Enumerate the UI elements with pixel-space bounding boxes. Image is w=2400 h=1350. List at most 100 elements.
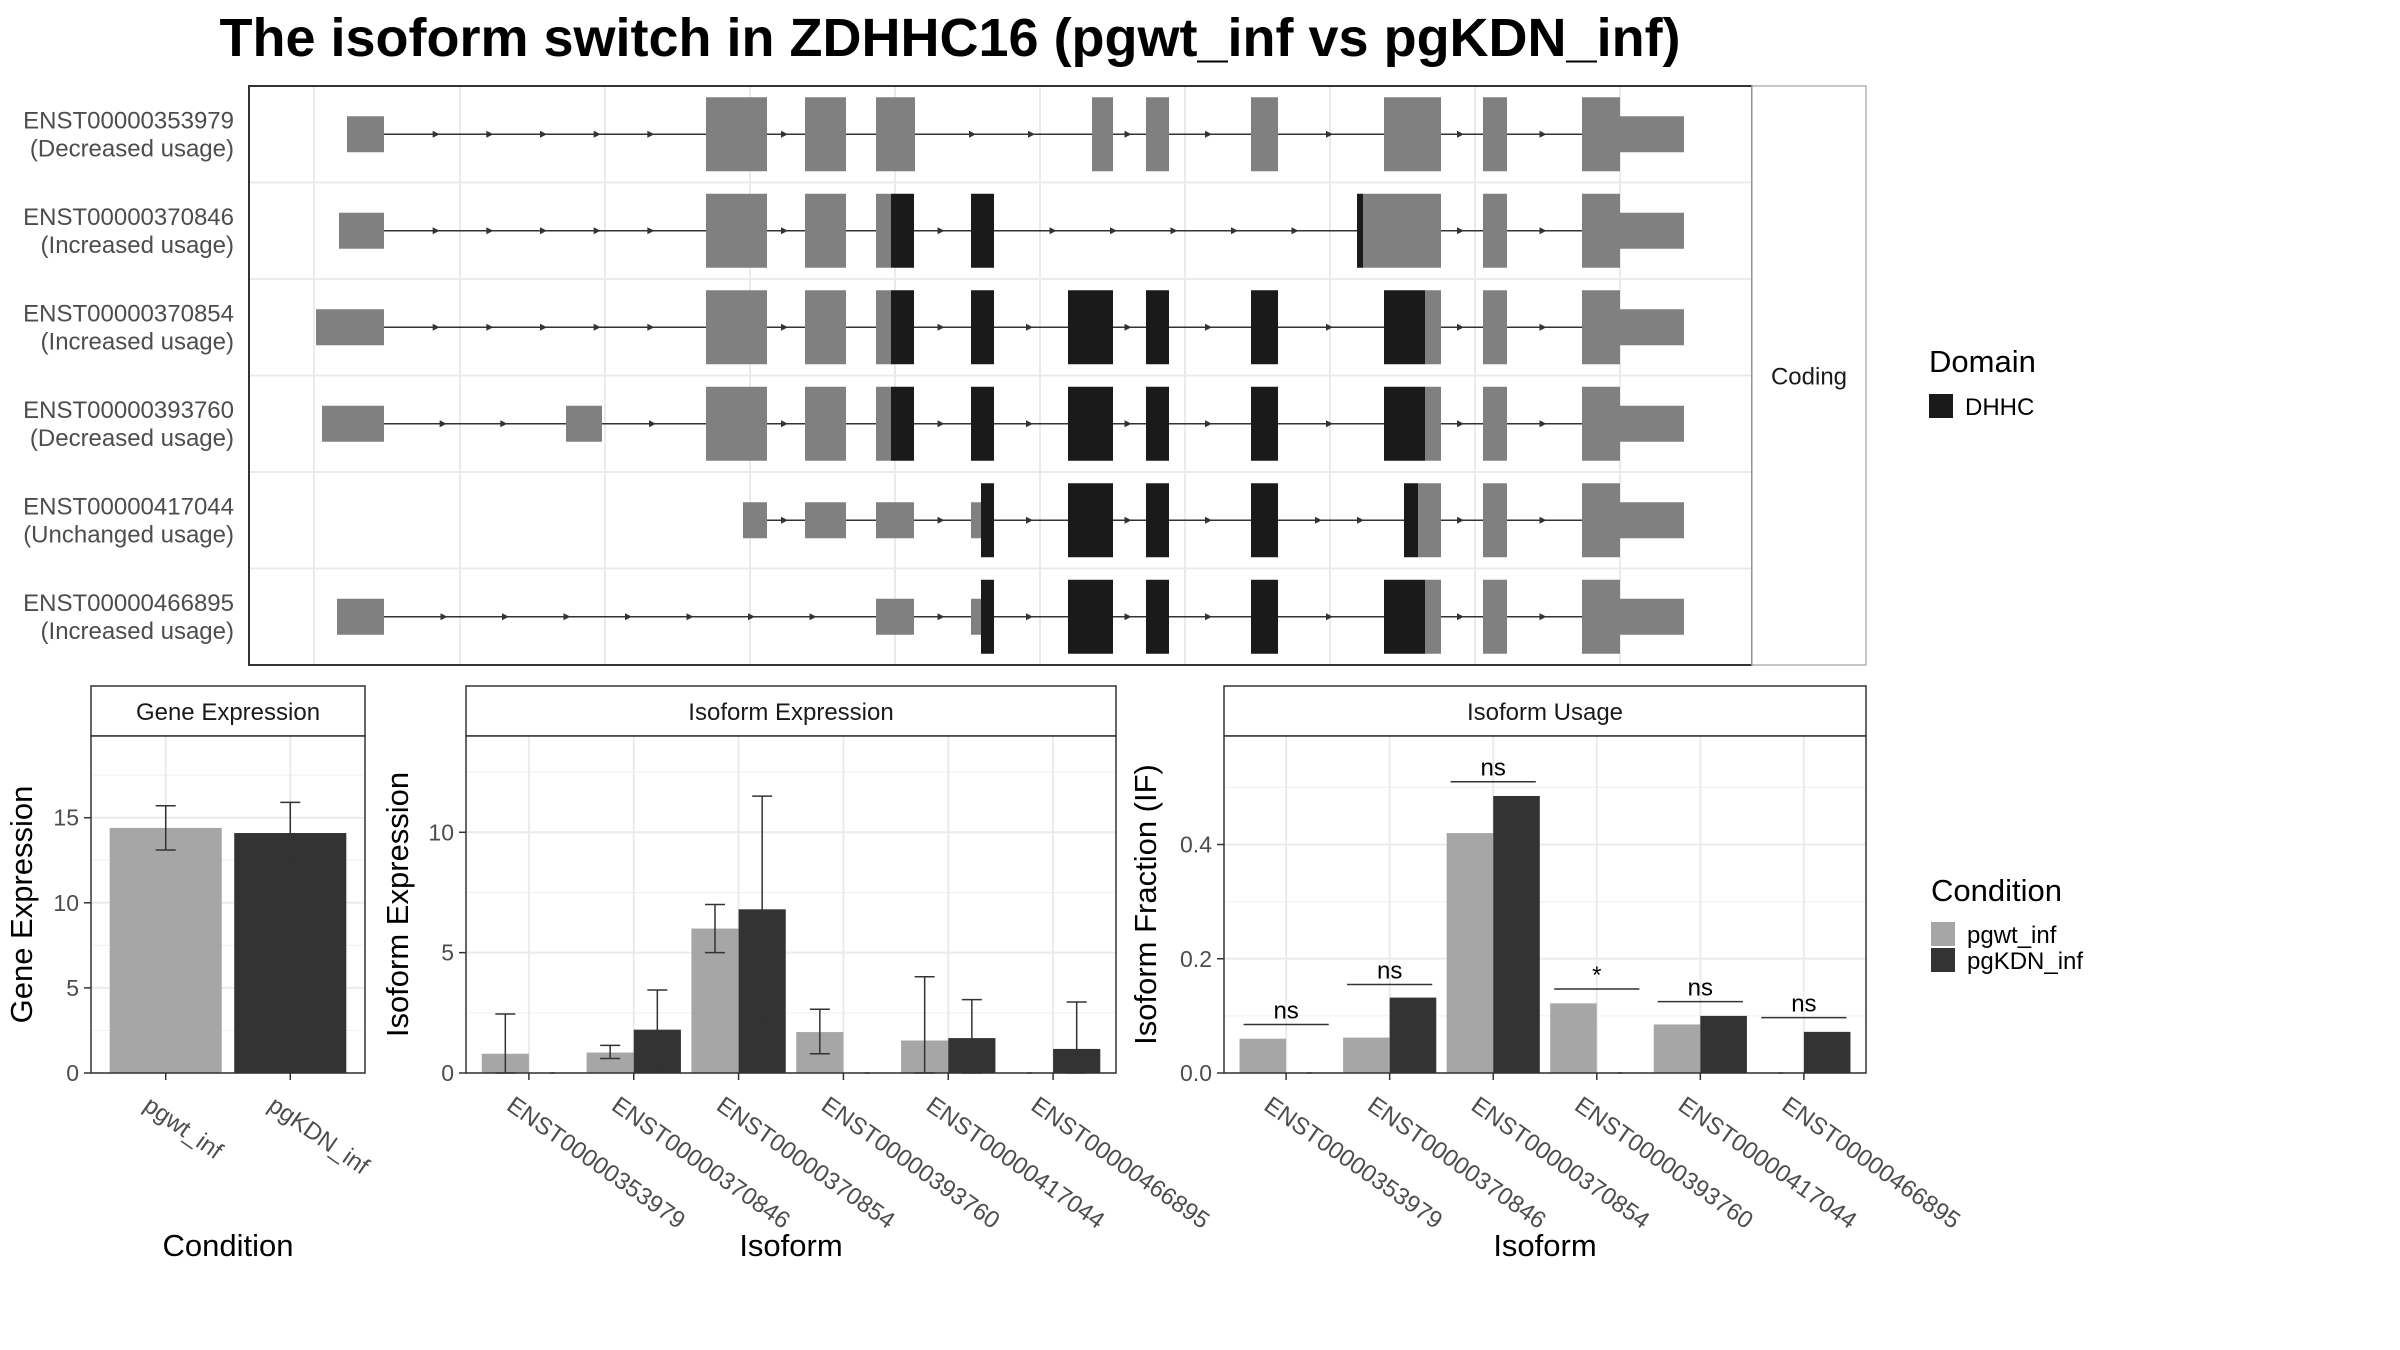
intron-arrow	[1205, 516, 1212, 524]
significance-label: ns	[1377, 957, 1402, 984]
exon-segment	[1582, 386, 1620, 461]
dhhc-domain-segment	[891, 290, 914, 365]
x-tick-label: ENST00000353979	[502, 1092, 690, 1235]
intron-arrow	[432, 227, 440, 235]
intron-arrow	[1231, 227, 1238, 235]
dhhc-domain-segment	[981, 579, 994, 654]
exon-segment	[1483, 386, 1507, 461]
transcript-label-id: ENST00000417044	[23, 493, 234, 520]
x-axis-title: Isoform	[1493, 1228, 1596, 1263]
exon-segment	[316, 309, 384, 346]
panel-bg	[1224, 736, 1866, 1073]
domain-legend-swatch-dhhc	[1929, 394, 1953, 418]
condition-legend-label-pgwt: pgwt_inf	[1967, 922, 2057, 949]
dhhc-domain-segment	[1146, 386, 1169, 461]
intron-arrow	[1124, 130, 1132, 138]
exon-segment	[1483, 290, 1507, 365]
exon-segment	[1582, 193, 1620, 268]
dhhc-domain-segment	[1251, 483, 1278, 558]
intron-arrow	[969, 130, 976, 138]
exon-segment	[876, 193, 891, 268]
x-axis-title: Isoform	[739, 1228, 842, 1263]
dhhc-domain-segment	[1251, 579, 1278, 654]
y-tick-label: 0.2	[1180, 946, 1212, 972]
y-axis-title: Isoform Expression	[380, 772, 415, 1037]
x-tick-label: ENST00000466895	[1026, 1092, 1214, 1235]
y-tick-label: 10	[53, 890, 79, 916]
transcript-label-id: ENST00000393760	[23, 397, 234, 424]
x-tick-label: ENST00000393760	[816, 1092, 1004, 1235]
exon-segment	[339, 212, 384, 249]
panel-strip	[90, 685, 366, 737]
intron-arrow	[1326, 323, 1333, 331]
dhhc-domain-segment	[971, 290, 994, 365]
transcript-label-id: ENST00000353979	[23, 107, 234, 134]
intron-arrow	[937, 516, 945, 524]
bar	[234, 833, 347, 1073]
condition-legend-swatch-pgwt	[1931, 922, 1955, 946]
dhhc-domain-segment	[891, 386, 914, 461]
x-tick-label: ENST00000417044	[921, 1092, 1109, 1235]
dhhc-domain-segment	[1146, 290, 1169, 365]
intron-arrow	[432, 323, 440, 331]
y-tick-label: 0	[441, 1060, 454, 1086]
panel-strip-title: Isoform Usage	[1467, 699, 1623, 726]
y-tick-label: 5	[66, 975, 79, 1001]
intron-arrow	[1539, 130, 1547, 138]
intron-arrow	[593, 323, 601, 331]
intron-arrow	[1457, 323, 1464, 331]
x-axis-title: Condition	[163, 1228, 294, 1263]
y-tick-label: 5	[441, 940, 454, 966]
dhhc-domain-segment	[1384, 386, 1425, 461]
intron-arrow	[686, 613, 694, 621]
intron-arrow	[781, 420, 788, 428]
panel-strip-title: Gene Expression	[136, 699, 320, 726]
dhhc-domain-segment	[1384, 579, 1425, 654]
x-tick-label: ENST00000370854	[1466, 1092, 1654, 1235]
intron-arrow	[432, 130, 440, 138]
significance-label: *	[1592, 962, 1601, 989]
bar	[1446, 833, 1494, 1073]
exon-segment	[876, 290, 891, 365]
panel-border	[465, 735, 1117, 1074]
intron-arrow	[1026, 420, 1033, 428]
exon-segment	[1483, 97, 1507, 172]
intron-arrow	[1205, 130, 1212, 138]
bar	[1239, 1038, 1287, 1073]
dhhc-domain-segment	[981, 483, 994, 558]
significance-label: ns	[1481, 755, 1506, 782]
transcript-label-usage: (Increased usage)	[41, 328, 234, 355]
domain-legend: Domain DHHC	[1929, 344, 2036, 421]
intron-arrow	[649, 420, 656, 428]
y-tick-label: 0.0	[1180, 1060, 1212, 1086]
significance-label: ns	[1273, 997, 1298, 1024]
intron-arrow	[1049, 227, 1057, 235]
intron-arrow	[1026, 516, 1033, 524]
significance-label: ns	[1791, 991, 1816, 1018]
exon-segment	[971, 598, 981, 635]
intron-arrow	[781, 227, 788, 235]
intron-arrow	[1457, 516, 1464, 524]
x-tick-label: pgwt_inf	[139, 1092, 228, 1166]
exon-segment	[1425, 579, 1441, 654]
intron-arrow	[625, 613, 632, 621]
intron-arrow	[1457, 420, 1464, 428]
isoform-expression-chart: Isoform Expression0510ENST00000353979ENS…	[380, 685, 1214, 1263]
intron-arrow	[486, 130, 494, 138]
y-axis-title: Isoform Fraction (IF)	[1128, 764, 1163, 1045]
exon-segment	[1620, 212, 1684, 249]
intron-arrow	[1326, 613, 1333, 621]
exon-segment	[1620, 116, 1684, 153]
x-tick-label: pgKDN_inf	[263, 1092, 374, 1181]
exon-segment	[706, 193, 767, 268]
significance-label: ns	[1688, 975, 1713, 1002]
isoform-usage-chart: Isoform Usage ns ns ns * ns ns 0.0 0.2 0.4 ENST000…	[1128, 685, 1965, 1263]
intron-arrow	[647, 227, 655, 235]
intron-arrow	[647, 130, 655, 138]
intron-arrow	[1026, 323, 1033, 331]
bar	[1803, 1031, 1851, 1073]
dhhc-domain-segment	[1068, 579, 1113, 654]
exon-segment	[1582, 579, 1620, 654]
bar	[1389, 997, 1437, 1073]
intron-arrow	[1539, 420, 1547, 428]
